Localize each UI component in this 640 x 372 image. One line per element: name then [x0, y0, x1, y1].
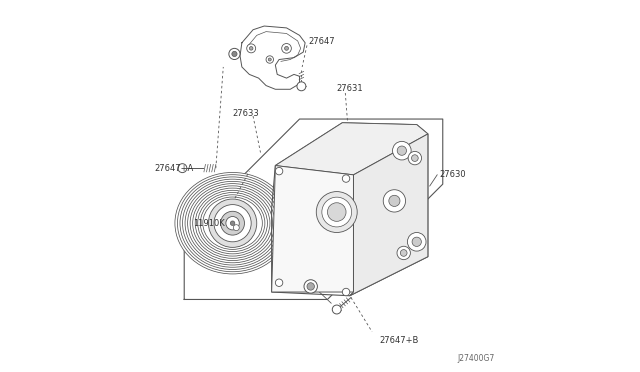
Polygon shape [271, 123, 428, 296]
Circle shape [408, 151, 422, 165]
Circle shape [266, 56, 273, 63]
Circle shape [234, 225, 239, 231]
Text: 11910K: 11910K [193, 219, 225, 228]
Circle shape [275, 167, 283, 175]
Circle shape [226, 217, 239, 230]
Circle shape [342, 288, 349, 296]
Text: J27400G7: J27400G7 [458, 355, 495, 363]
Circle shape [275, 279, 283, 286]
Circle shape [221, 211, 244, 235]
Polygon shape [275, 123, 428, 175]
Circle shape [322, 197, 351, 227]
Text: 27630: 27630 [439, 170, 466, 179]
Circle shape [246, 44, 255, 53]
Ellipse shape [175, 173, 291, 274]
Text: 27631: 27631 [336, 84, 363, 93]
Text: 27633: 27633 [232, 109, 259, 118]
Polygon shape [271, 166, 353, 292]
Circle shape [250, 46, 253, 50]
Text: 27647+A: 27647+A [154, 164, 194, 173]
Polygon shape [240, 26, 305, 89]
Circle shape [214, 205, 251, 242]
Circle shape [282, 44, 291, 53]
Circle shape [342, 175, 349, 182]
Circle shape [412, 155, 418, 161]
Circle shape [304, 280, 317, 293]
Circle shape [209, 199, 257, 247]
Circle shape [307, 283, 314, 290]
Circle shape [328, 203, 346, 221]
Circle shape [285, 46, 289, 50]
Polygon shape [349, 134, 428, 296]
Circle shape [316, 192, 357, 232]
Circle shape [412, 237, 421, 247]
Circle shape [297, 82, 306, 91]
Circle shape [408, 232, 426, 251]
Circle shape [268, 58, 271, 61]
Circle shape [389, 195, 400, 206]
Circle shape [229, 48, 240, 60]
Text: 27647: 27647 [308, 37, 335, 46]
Circle shape [392, 141, 411, 160]
Circle shape [178, 164, 187, 173]
Circle shape [232, 51, 237, 57]
Circle shape [383, 190, 406, 212]
Circle shape [230, 221, 235, 225]
Circle shape [397, 146, 406, 155]
Circle shape [401, 250, 407, 256]
Circle shape [397, 246, 410, 260]
Circle shape [332, 305, 341, 314]
Text: 27647+B: 27647+B [380, 336, 419, 345]
